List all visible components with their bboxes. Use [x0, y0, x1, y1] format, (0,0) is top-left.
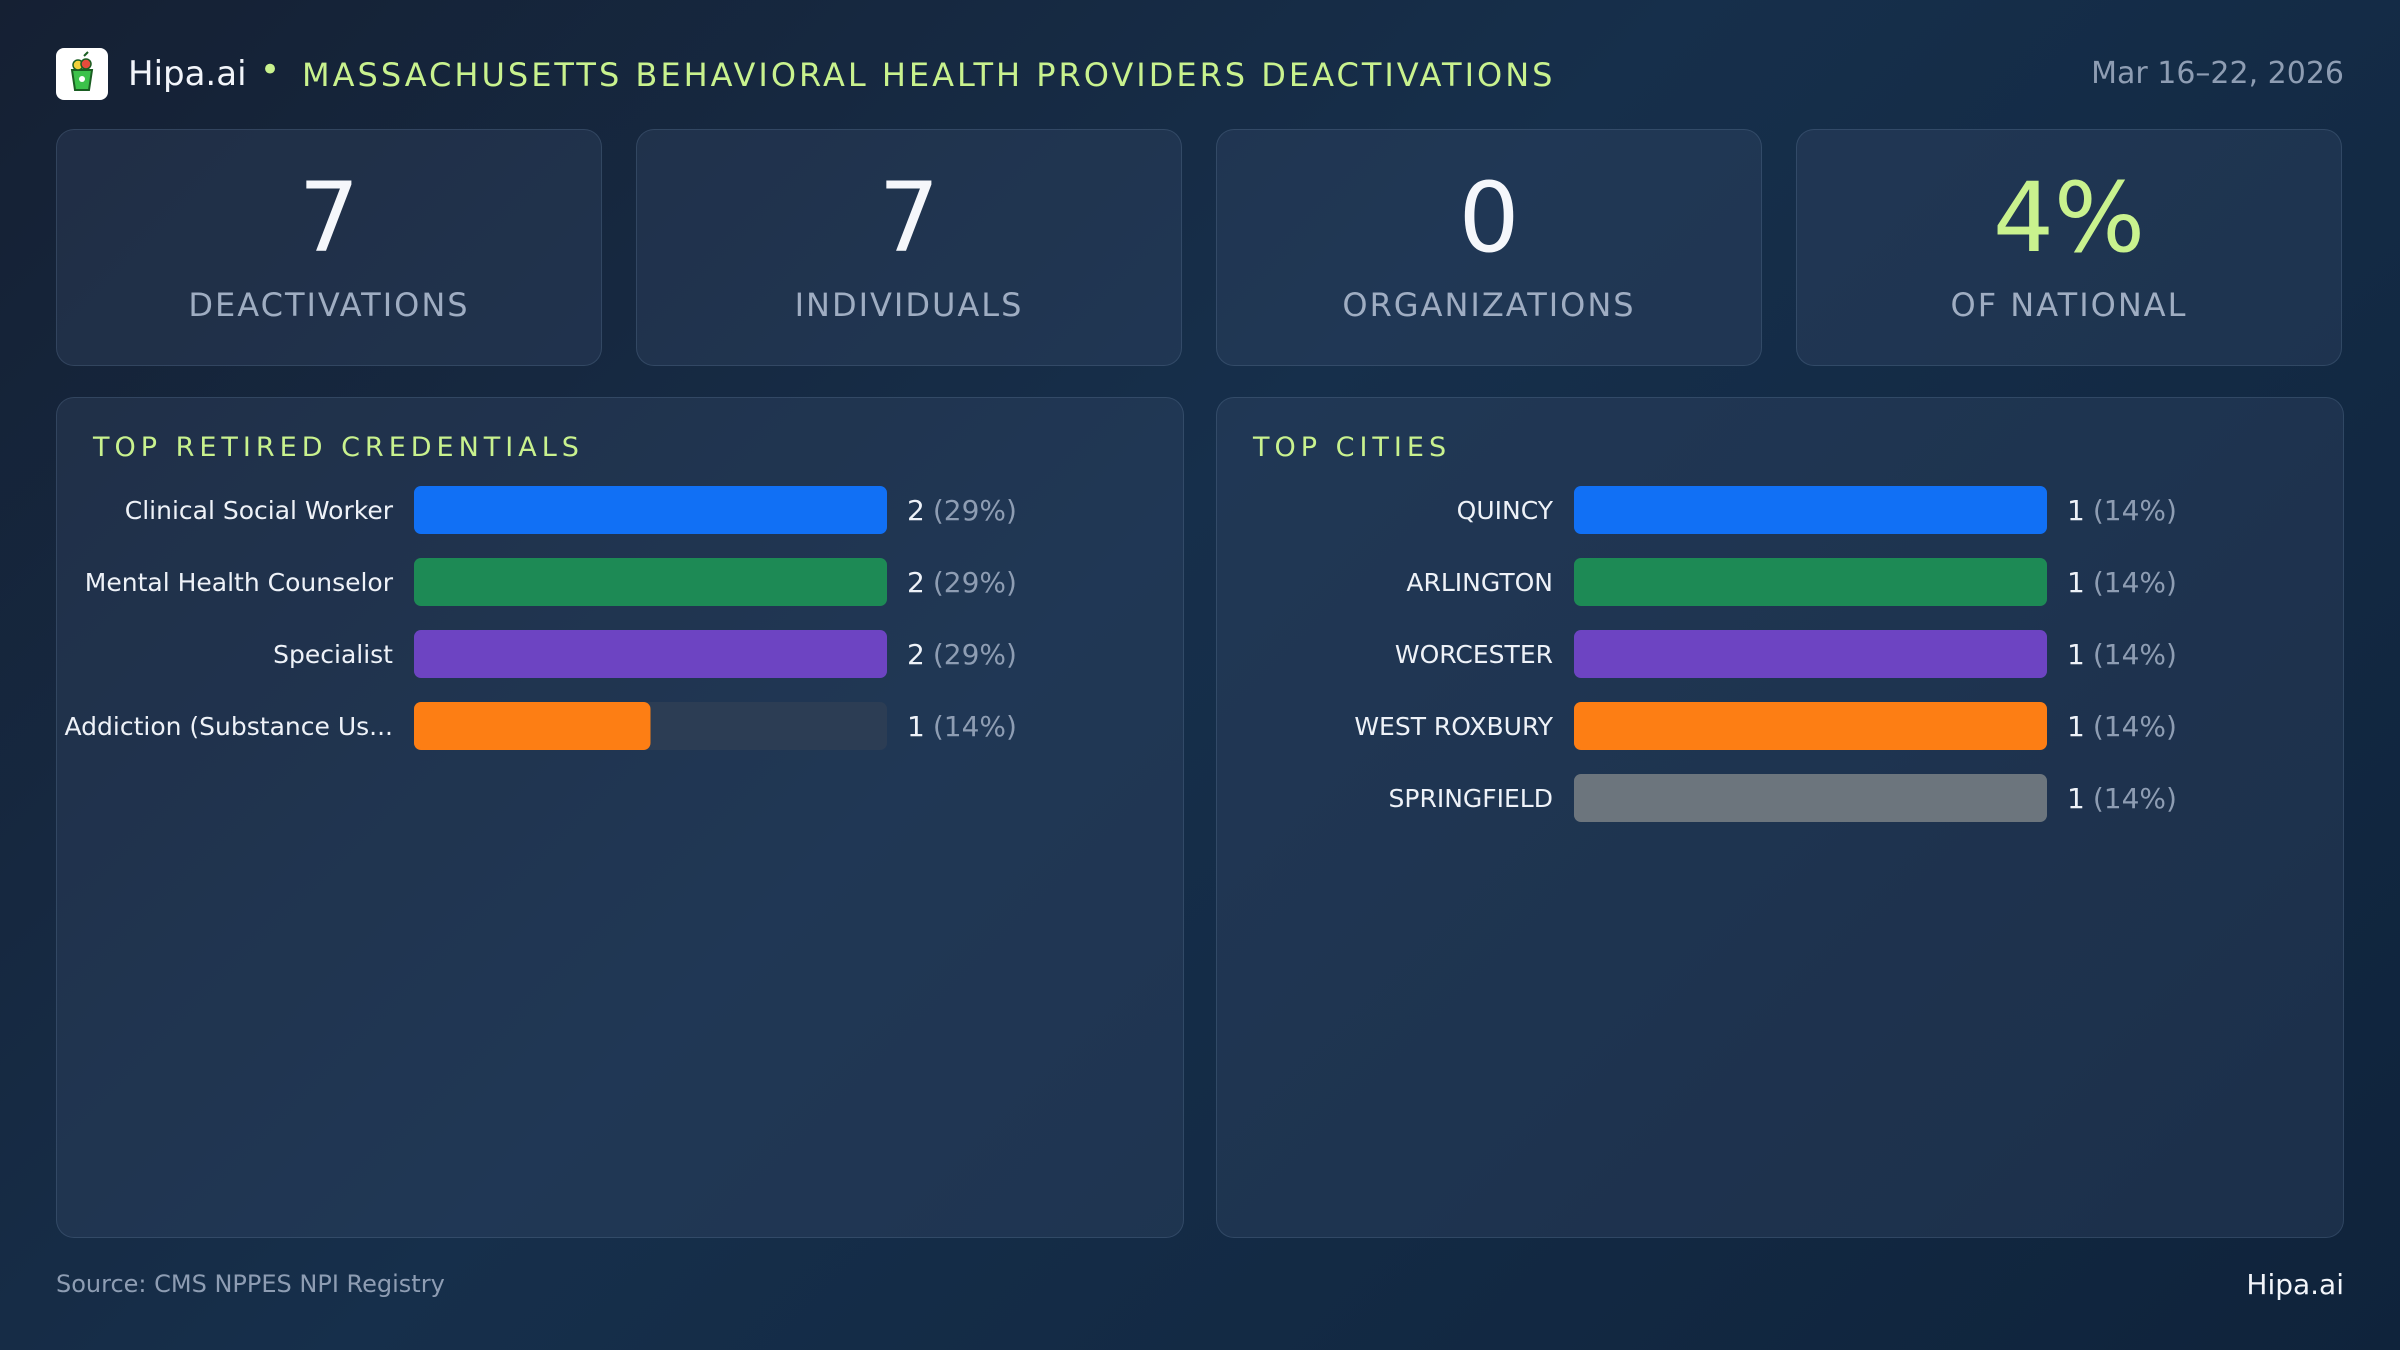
kpi-card-of-national: 4% OF NATIONAL: [1796, 129, 2342, 366]
category-label: Mental Health Counselor: [85, 568, 394, 597]
kpi-label: INDIVIDUALS: [794, 286, 1024, 324]
date-range: Mar 16–22, 2026: [2091, 56, 2344, 91]
kpi-value: 4%: [1992, 162, 2146, 274]
cities-panel: TOP CITIES QUINCY 1 (14%) ARLINGTON 1 (14%) WO…: [1216, 397, 2344, 1238]
brand-name: Hipa.ai: [128, 54, 247, 94]
category-label: SPRINGFIELD: [1389, 784, 1554, 813]
kpi-value: 0: [1458, 162, 1520, 274]
kpi-label: ORGANIZATIONS: [1342, 286, 1636, 324]
kpi-label: OF NATIONAL: [1950, 286, 2188, 324]
footer-brand: Hipa.ai: [2246, 1268, 2344, 1301]
value-label: 1 (14%): [907, 710, 1017, 743]
value-label: 1 (14%): [2067, 494, 2177, 527]
bar: [1574, 558, 2047, 606]
bar: [1574, 702, 2047, 750]
bar: [1574, 774, 2047, 822]
panel-title: TOP RETIRED CREDENTIALS: [93, 432, 584, 463]
bar: [414, 630, 887, 678]
category-label: Specialist: [273, 640, 393, 669]
value-label: 1 (14%): [2067, 710, 2177, 743]
category-label: Addiction (Substance Us...: [65, 712, 394, 741]
value-label: 1 (14%): [2067, 638, 2177, 671]
bar: [414, 558, 887, 606]
kpi-card-individuals: 7 INDIVIDUALS: [636, 129, 1182, 366]
category-label: ARLINGTON: [1406, 568, 1553, 597]
value-label: 1 (14%): [2067, 782, 2177, 815]
credentials-bar-chart: Clinical Social Worker 2 (29%) Mental Healt…: [65, 486, 1017, 750]
category-label: Clinical Social Worker: [125, 496, 394, 525]
fruit-cup-icon: [70, 51, 94, 91]
kpi-value: 7: [878, 162, 940, 274]
category-label: WEST ROXBURY: [1354, 712, 1553, 741]
cities-bar-chart: QUINCY 1 (14%) ARLINGTON 1 (14%) WORCESTER 1 (14…: [1354, 486, 2177, 822]
category-label: QUINCY: [1457, 496, 1554, 525]
panel-title: TOP CITIES: [1253, 432, 1452, 463]
value-label: 2 (29%): [907, 566, 1017, 599]
credentials-panel: TOP RETIRED CREDENTIALS Clinical Social …: [56, 397, 1184, 1238]
value-label: 1 (14%): [2067, 566, 2177, 599]
source-note: Source: CMS NPPES NPI Registry: [56, 1270, 445, 1298]
kpi-label: DEACTIVATIONS: [188, 286, 470, 324]
bar: [1574, 630, 2047, 678]
value-label: 2 (29%): [907, 638, 1017, 671]
logo[interactable]: [56, 48, 108, 100]
kpi-value: 7: [298, 162, 360, 274]
kpi-card-deactivations: 7 DEACTIVATIONS: [56, 129, 602, 366]
category-label: WORCESTER: [1395, 640, 1553, 669]
page-title: MASSACHUSETTS BEHAVIORAL HEALTH PROVIDER…: [302, 56, 1556, 94]
bar: [1574, 486, 2047, 534]
bar: [414, 486, 887, 534]
title-separator: •: [260, 50, 281, 90]
value-label: 2 (29%): [907, 494, 1017, 527]
header: Hipa.ai • MASSACHUSETTS BEHAVIORAL HEALT…: [56, 46, 2344, 102]
bar: [414, 702, 651, 750]
kpi-card-organizations: 0 ORGANIZATIONS: [1216, 129, 1762, 366]
